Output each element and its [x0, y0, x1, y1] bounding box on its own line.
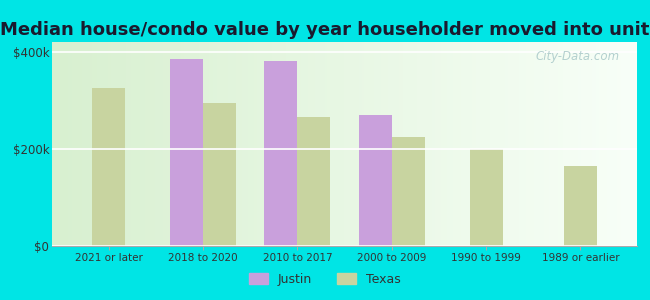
- Bar: [265, 61, 297, 246]
- Text: City-Data.com: City-Data.com: [536, 50, 619, 63]
- Bar: [92, 88, 125, 246]
- Bar: [469, 149, 502, 246]
- Legend: Justin, Texas: Justin, Texas: [244, 268, 406, 291]
- Bar: [359, 115, 392, 246]
- Bar: [297, 117, 330, 246]
- Bar: [170, 59, 203, 246]
- Bar: [392, 137, 424, 246]
- Bar: [564, 166, 597, 246]
- Bar: [203, 103, 236, 246]
- Text: Median house/condo value by year householder moved into unit: Median house/condo value by year househo…: [0, 21, 650, 39]
